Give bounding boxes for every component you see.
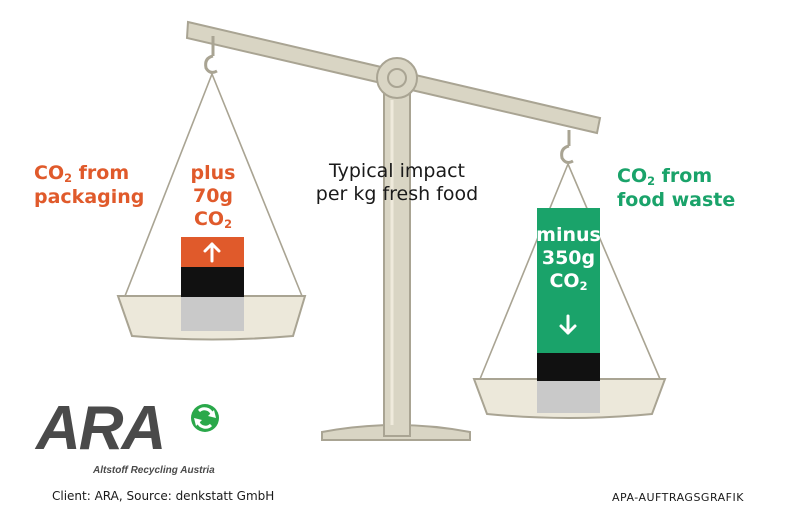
food-waste-base-block [537, 381, 600, 413]
food-waste-label-line1: CO2 from [617, 165, 713, 188]
recycling-logo-icon [191, 404, 219, 432]
left-pan-string [211, 73, 303, 297]
packaging-label-line1: CO2 from [34, 162, 130, 185]
packaging-label-line2: packaging [34, 185, 145, 208]
left-pan-string [124, 73, 213, 297]
up-arrow-icon [203, 242, 221, 263]
food-waste-weight-block [537, 353, 600, 381]
food-waste-amount-line3: CO2 [549, 270, 588, 294]
center-caption: Typical impact per kg fresh food [297, 160, 497, 206]
food-waste-co2-label: CO2 from food waste [617, 165, 735, 212]
packaging-co2-label: CO2 from packaging [34, 162, 144, 209]
graphic-credit: APA-AUFTRAGSGRAFIK [612, 491, 744, 504]
down-arrow-icon [559, 314, 577, 335]
packaging-amount-line3: CO2 [193, 208, 233, 232]
left-hook [204, 36, 218, 74]
right-pan-string [479, 163, 569, 380]
food-waste-amount-line2: 350g [541, 247, 596, 270]
packaging-amount-line2: 70g [192, 185, 234, 208]
source-credit: Client: ARA, Source: denkstatt GmbH [52, 489, 275, 503]
packaging-amount-line1: plus [190, 162, 236, 184]
packaging-base-block [181, 297, 244, 331]
food-waste-co2-amount: minus 350g CO2 [534, 224, 603, 294]
packaging-co2-amount: plus 70g CO2 [182, 162, 244, 232]
ara-logo-tagline: Altstoff Recycling Austria [93, 465, 215, 476]
right-hook [560, 130, 574, 164]
center-caption-line1: Typical impact [328, 160, 466, 182]
packaging-weight-block [181, 267, 244, 297]
food-waste-label-line2: food waste [617, 188, 736, 211]
ara-logo-wordmark: ARA [36, 394, 166, 463]
center-caption-line2: per kg fresh food [315, 183, 479, 206]
food-waste-amount-line1: minus [536, 224, 601, 246]
right-pan-string [567, 163, 661, 380]
scale-post [383, 87, 411, 437]
